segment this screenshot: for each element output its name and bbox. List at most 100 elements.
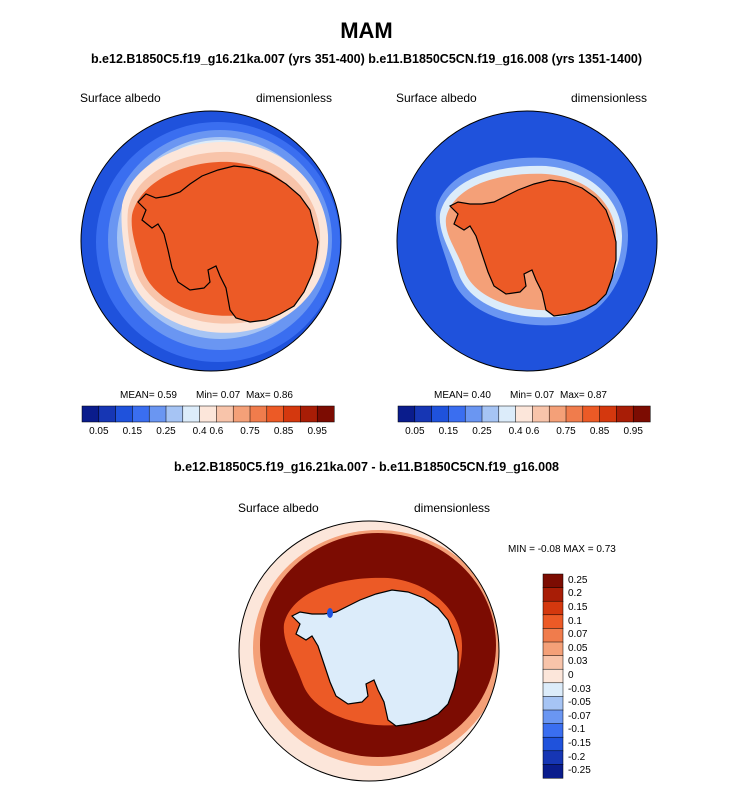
panel3-minmax: MIN = -0.08 MAX = 0.73 <box>508 544 616 555</box>
colorbar-tick-label: 0 <box>568 670 574 681</box>
colorbar-box <box>232 405 251 423</box>
colorbar-tick-label: -0.1 <box>568 724 586 736</box>
colorbar-box <box>542 587 564 602</box>
panel3-coastline <box>290 589 459 727</box>
colorbar-box <box>414 405 433 423</box>
colorbar-box <box>165 405 184 423</box>
colorbar-tick-label: 0.85 <box>589 426 610 437</box>
colorbar-tick-label: 0.15 <box>568 602 588 613</box>
panel2-min: Min= 0.07 <box>510 390 555 401</box>
colorbar-box <box>464 405 483 423</box>
colorbar-box <box>132 405 150 423</box>
colorbar-tick-label: -0.15 <box>568 738 591 749</box>
panel1-min: Min= 0.07 <box>196 390 241 401</box>
colorbar-box <box>515 405 533 423</box>
colorbar-box <box>542 696 564 711</box>
colorbar-box <box>616 405 634 423</box>
panel3-right-label: dimensionless <box>414 501 491 515</box>
colorbar-box <box>115 405 133 423</box>
colorbar-box <box>542 709 564 725</box>
colorbar-box <box>542 682 564 697</box>
panel2-left-label: Surface albedo <box>396 91 477 105</box>
panel2-colorbar-ticks: 0.05 0.15 0.25 0.4 0.6 0.75 0.85 0.95 <box>398 426 650 440</box>
panel3-map-border <box>238 520 500 782</box>
colorbar-box <box>448 405 466 423</box>
colorbar-tick-label: -0.03 <box>568 683 591 695</box>
panel2-colorbar <box>397 405 651 423</box>
colorbar-box <box>148 405 167 423</box>
panel1-coastline <box>137 165 319 323</box>
colorbar-box <box>316 405 335 423</box>
colorbar-tick-label: 0.6 <box>525 426 540 437</box>
panel2-max: Max= 0.87 <box>560 390 607 401</box>
colorbar-tick-label: -0.07 <box>568 710 591 722</box>
panel1-max: Max= 0.86 <box>246 390 293 401</box>
colorbar-tick-label: 0.07 <box>568 629 588 641</box>
panel2-right-label: dimensionless <box>571 91 648 105</box>
colorbar-tick-label: 0.85 <box>273 426 294 437</box>
colorbar-tick-label: 0.95 <box>623 426 643 437</box>
colorbar-box <box>542 750 564 765</box>
colorbar-box <box>216 405 234 423</box>
colorbar-tick-label: 0.25 <box>568 574 588 586</box>
colorbar-box <box>98 405 117 423</box>
colorbar-box <box>599 405 617 423</box>
panel3-left-label: Surface albedo <box>238 501 319 515</box>
colorbar-tick-label: 0.15 <box>122 426 143 437</box>
difference-title: b.e12.B1850C5.f19_g16.21ka.007 - b.e11.B… <box>174 460 559 474</box>
colorbar-tick-label: 0.03 <box>568 656 588 668</box>
colorbar-tick-label: -0.25 <box>568 765 591 777</box>
colorbar-tick-label: 0.75 <box>556 426 576 437</box>
panel1-map-border <box>80 110 342 372</box>
colorbar-box <box>431 405 449 423</box>
colorbar-box <box>542 600 564 616</box>
colorbar-box <box>397 405 416 423</box>
colorbar-box <box>199 405 217 423</box>
panel2-map <box>396 110 658 372</box>
colorbar-tick-label: 0.25 <box>156 426 176 437</box>
colorbar-box <box>548 405 567 423</box>
runs-title: b.e12.B1850C5.f19_g16.21ka.007 (yrs 351-… <box>90 52 643 66</box>
colorbar-tick-label: -0.2 <box>568 751 586 763</box>
colorbar-tick-label: 0.05 <box>568 642 588 654</box>
colorbar-box <box>582 405 601 423</box>
panel2-mean: MEAN= 0.40 <box>434 390 491 401</box>
colorbar-box <box>542 573 564 589</box>
panel2-map-border <box>396 110 658 372</box>
colorbar-tick-label: 0.6 <box>209 426 224 437</box>
colorbar-box <box>542 655 564 670</box>
colorbar-box <box>481 405 500 423</box>
colorbar-tick-label: 0.2 <box>568 588 582 600</box>
colorbar-box <box>542 764 564 779</box>
colorbar-box <box>283 405 301 423</box>
panel3-colorbar-ticks: 0.25 0.2 0.15 0.1 0.07 0.05 0.03 0 -0.03 -0.05 -0.… <box>568 574 628 778</box>
colorbar-box <box>498 405 517 423</box>
colorbar-box <box>300 405 318 423</box>
colorbar-tick-label: 0.4 <box>508 426 523 437</box>
panel1-map <box>80 110 342 372</box>
colorbar-box <box>542 614 564 629</box>
colorbar-box <box>565 405 584 423</box>
colorbar-tick-label: 0.25 <box>472 426 492 437</box>
panel2-coastline <box>448 179 617 317</box>
colorbar-tick-label: 0.95 <box>307 426 327 437</box>
colorbar-box <box>632 405 651 423</box>
colorbar-tick-label: 0.4 <box>192 426 207 437</box>
colorbar-box <box>182 405 201 423</box>
panel1-left-label: Surface albedo <box>80 91 161 105</box>
colorbar-tick-label: 0.1 <box>568 615 582 627</box>
colorbar-box <box>542 628 564 643</box>
panel1-colorbar <box>81 405 335 423</box>
colorbar-tick-label: 0.05 <box>89 426 109 437</box>
colorbar-tick-label: 0.75 <box>240 426 260 437</box>
colorbar-tick-label: 0.05 <box>405 426 425 437</box>
colorbar-box <box>542 736 564 752</box>
figure-title: MAM <box>340 18 393 43</box>
colorbar-box <box>266 405 285 423</box>
panel1-colorbar-ticks: 0.05 0.15 0.25 0.4 0.6 0.75 0.85 0.95 <box>82 426 334 440</box>
panel3-map <box>238 520 500 782</box>
colorbar-box <box>249 405 268 423</box>
colorbar-box <box>542 723 564 738</box>
panel1-right-label: dimensionless <box>256 91 333 105</box>
colorbar-box <box>81 405 100 423</box>
